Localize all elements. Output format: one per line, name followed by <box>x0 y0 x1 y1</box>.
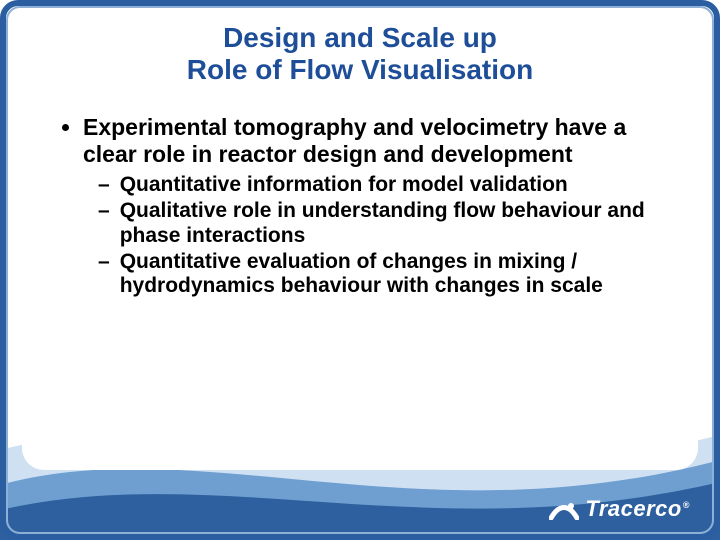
dash-icon: – <box>98 199 110 247</box>
sub-bullet-text: Quantitative evaluation of changes in mi… <box>120 250 670 298</box>
dash-icon: – <box>98 250 110 298</box>
sub-bullet-text: Quantitative information for model valid… <box>120 173 568 197</box>
brand-logo: Tracerco® <box>549 496 690 522</box>
title-line-1: Design and Scale up <box>22 22 698 54</box>
logo-text: Tracerco <box>585 496 682 521</box>
bullet-level-2: – Qualitative role in understanding flow… <box>62 199 670 247</box>
registered-mark: ® <box>683 500 690 510</box>
bullet-level-1: Experimental tomography and velocimetry … <box>62 114 670 167</box>
slide-title: Design and Scale up Role of Flow Visuali… <box>22 10 698 86</box>
sub-bullet-text: Qualitative role in understanding flow b… <box>120 199 670 247</box>
slide: Design and Scale up Role of Flow Visuali… <box>0 0 720 540</box>
dash-icon: – <box>98 173 110 197</box>
slide-body: Experimental tomography and velocimetry … <box>22 86 698 298</box>
bullet-text: Experimental tomography and velocimetry … <box>83 114 670 167</box>
title-line-2: Role of Flow Visualisation <box>22 54 698 86</box>
logo-mark-icon <box>549 498 579 520</box>
bullet-dot-icon <box>62 124 69 131</box>
bullet-level-2: – Quantitative information for model val… <box>62 173 670 197</box>
content-card: Design and Scale up Role of Flow Visuali… <box>22 10 698 470</box>
bullet-level-2: – Quantitative evaluation of changes in … <box>62 250 670 298</box>
